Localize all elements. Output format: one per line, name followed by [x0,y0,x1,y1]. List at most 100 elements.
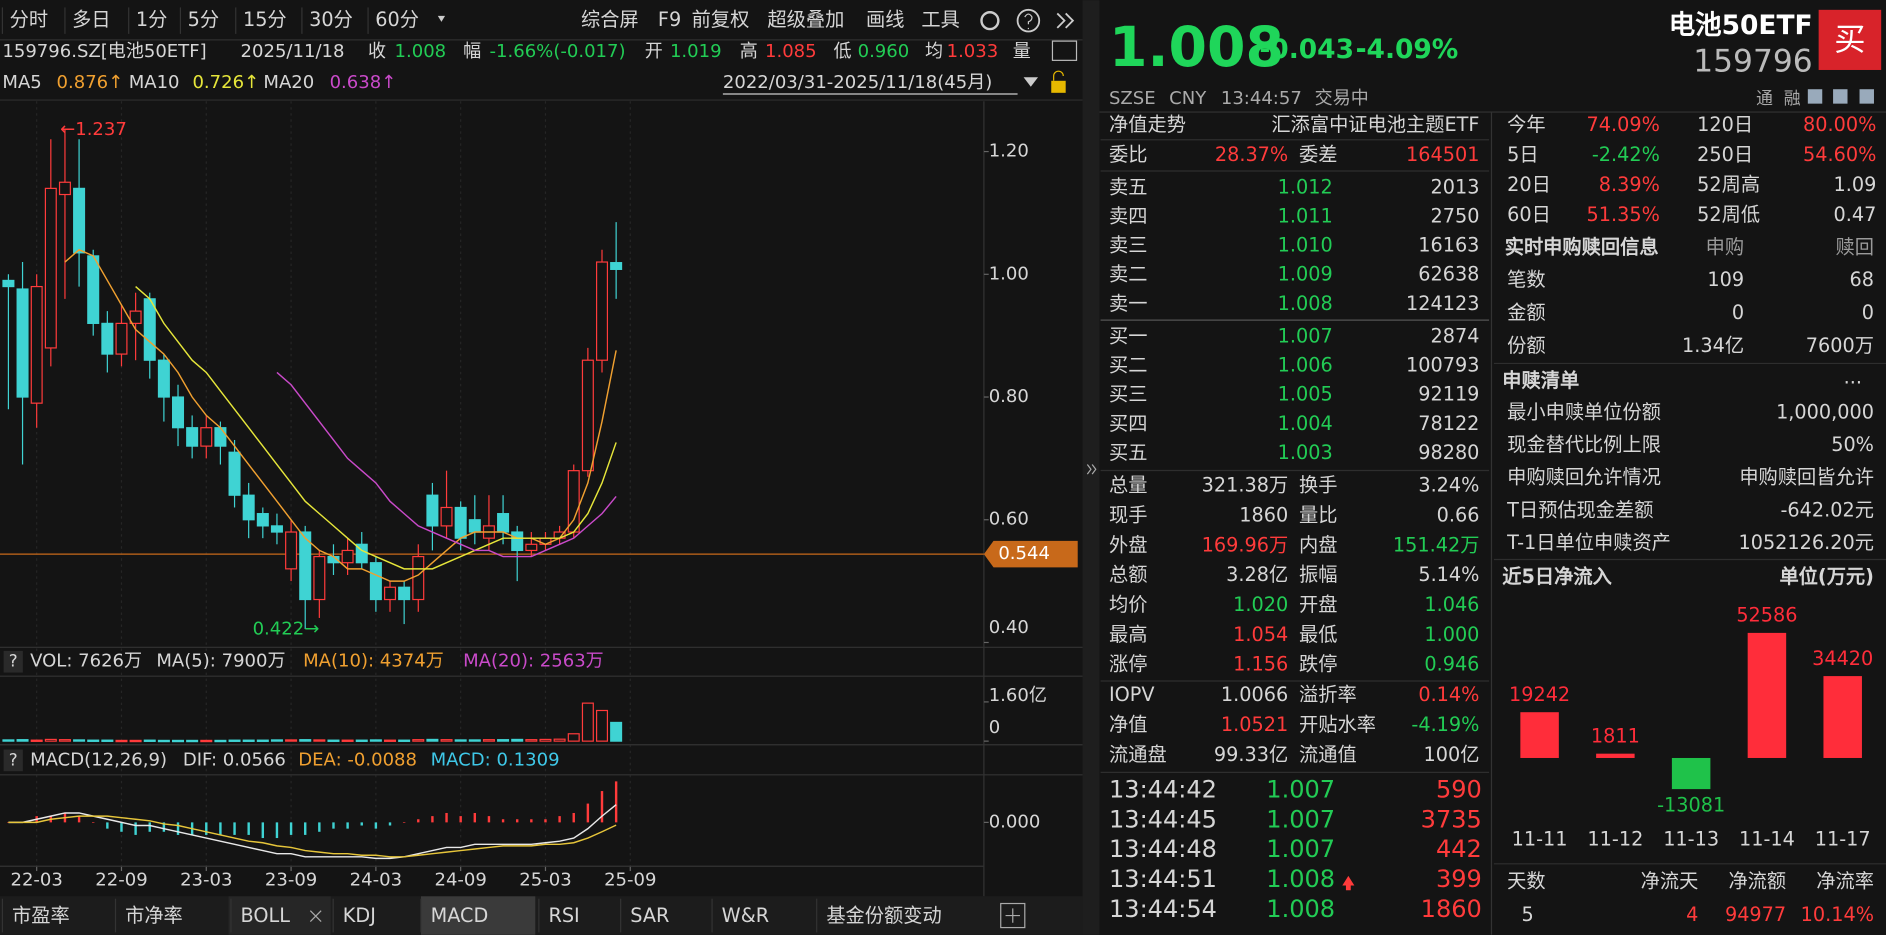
macd-line [8,804,617,860]
macd-bar [445,812,448,823]
value-label: 34420 [1812,647,1873,670]
indicator-tab[interactable]: 市净率 [125,904,183,927]
help-label[interactable]: ? [9,651,18,671]
x-tick-label: 11-11 [1512,827,1568,850]
tool-icon[interactable] [1807,89,1823,104]
help-icon[interactable] [1016,8,1041,33]
value-label: 19242 [1509,683,1570,706]
tool-button[interactable]: 画线 [866,8,904,31]
trade-time: 13:44:45 [1109,805,1217,833]
volume-bar [412,739,425,742]
stat-value: 321.38万 [1202,474,1289,497]
indicator-tab[interactable]: W&R [722,904,769,927]
dropdown-icon[interactable] [437,15,446,22]
wp-icon[interactable] [1051,40,1078,61]
bar [1823,676,1862,758]
stat-label: 总量 [1109,474,1147,497]
book-price: 1.004 [1278,412,1333,435]
volume-bar [256,739,269,742]
book-volume: 2874 [1430,324,1479,347]
return-label: 250日 [1697,143,1753,166]
tool-icon[interactable] [1859,89,1874,104]
collapse-icon[interactable] [1086,464,1097,475]
tool-button[interactable]: 前复权 [692,8,750,31]
stat-value: 99.33亿 [1214,743,1288,766]
macd-bar [572,812,575,823]
tag: 融 [1784,88,1801,108]
return-label: 5日 [1507,143,1538,166]
candle-body [186,427,199,447]
buy-button[interactable] [1818,9,1882,70]
tool-button[interactable]: F9 [658,8,681,31]
stat-label: 最低 [1299,623,1337,646]
book-label: 买一 [1109,324,1147,347]
macd-bar [92,822,95,823]
more-icon[interactable] [1056,12,1075,29]
stat-label: 振幅 [1299,563,1337,586]
period-tab[interactable]: 1分 [136,8,167,31]
quote-value: 1.085 [765,41,817,62]
period-tab[interactable]: 5分 [188,8,219,31]
y-tick-label: 0.000 [989,811,1041,832]
value-label: 1811 [1591,724,1640,747]
return-label: 20日 [1507,173,1551,196]
period-tab[interactable]: 15分 [243,8,287,31]
quote-label: 高 [740,41,758,62]
indicator-tab[interactable]: RSI [548,904,579,927]
tab-selected [420,896,536,935]
more-button[interactable]: ... [1844,365,1862,388]
add-tab[interactable] [1000,902,1026,929]
buy-label[interactable]: 买 [1834,22,1865,58]
volume-bar [73,739,86,742]
help-label[interactable]: ? [9,749,18,769]
close-icon[interactable] [309,910,322,922]
stat-label: 净值 [1109,713,1147,736]
date-range[interactable]: 2022/03/31-2025/11/18(45月) [723,72,992,93]
row-value: 0 [1862,301,1874,324]
volume-bar [525,739,538,742]
indicator-tab[interactable]: SAR [630,904,669,927]
help-box[interactable] [3,650,23,673]
row-value: 0 [1732,301,1744,324]
trade-price: 1.008 [1266,895,1335,923]
candle-body [115,322,128,355]
tool-icon[interactable] [1833,89,1848,104]
period-tab[interactable]: 多日 [72,8,110,31]
stat-value: 3.28亿 [1226,563,1288,586]
candle-body [341,549,354,564]
section-title: 申赎清单 [1502,369,1579,392]
stat-label: 开贴水率 [1299,713,1376,736]
quote-label: 低 [834,41,852,62]
help-box[interactable] [3,749,23,772]
tool-button[interactable]: 综合屏 [581,8,639,31]
period-tab[interactable]: 60分 [375,8,419,31]
indicator-tab[interactable]: MACD [431,904,489,927]
summary-value: 10.14% [1801,903,1874,926]
tool-button[interactable]: 工具 [921,8,959,31]
indicator-tab[interactable]: KDJ [343,904,376,927]
column-header: 申购 [1706,235,1744,258]
indicator-tab[interactable]: 基金份额变动 [826,904,941,927]
period-tab[interactable]: 30分 [309,8,353,31]
indicator-tab[interactable]: 市盈率 [12,904,70,927]
volume-bar [157,739,170,743]
tab-active [228,896,331,935]
tool-button[interactable]: 超级叠加 [767,8,844,31]
value-label: -13081 [1657,793,1725,816]
candle-body [454,506,467,539]
candle-body [2,279,15,288]
period-tab[interactable]: 分时 [10,8,48,31]
row-value: 1052126.20元 [1738,531,1874,554]
row-label[interactable]: 净值走势 [1109,113,1186,136]
settings-icon[interactable] [980,11,1000,31]
volume-bar [383,739,397,742]
volume-bar [101,739,114,742]
return-label: 52周高 [1697,173,1760,196]
range-dropdown[interactable] [1023,77,1039,87]
splitter[interactable] [1082,0,1100,935]
indicator-tab[interactable]: BOLL [241,904,291,927]
lock-icon[interactable] [1051,80,1066,93]
x-tick-label: 25-09 [604,870,656,891]
book-price: 1.003 [1278,441,1333,464]
